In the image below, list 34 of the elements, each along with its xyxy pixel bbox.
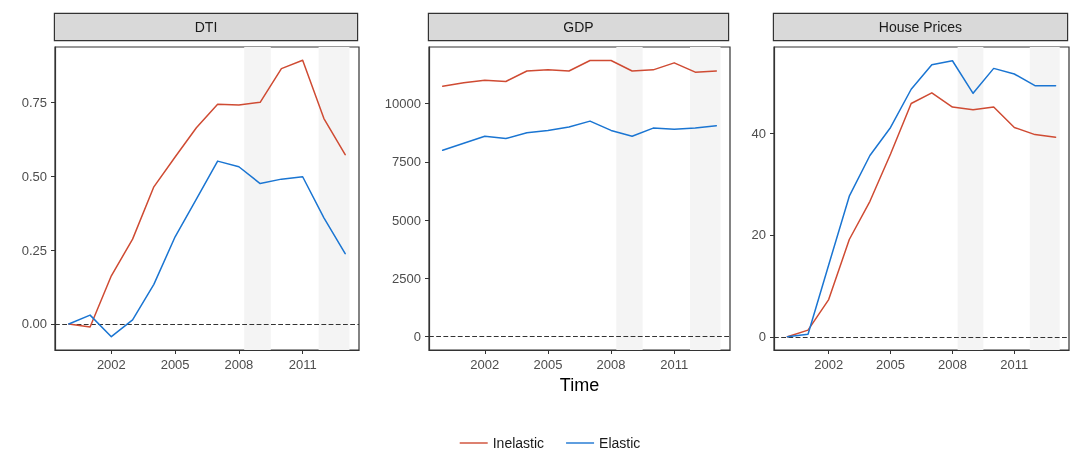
y-tick-label: 0.75 (21, 94, 47, 110)
y-tick-label: 20 (751, 227, 766, 243)
y-tick-label: 7500 (392, 154, 421, 170)
y-tick-label: 2500 (392, 270, 421, 286)
x-tick-label: 2008 (937, 357, 967, 372)
chart-title: House Prices (878, 19, 963, 35)
x-tick-label: 2008 (224, 357, 254, 372)
legend-label: Inelastic (492, 435, 545, 451)
x-tick-label: 2011 (1000, 357, 1029, 372)
y-tick-label: 0 (413, 329, 421, 345)
x-tick-label: 2002 (470, 357, 500, 372)
x-tick-label: 2005 (160, 357, 190, 372)
line-series (441, 120, 718, 151)
x-tick-label: 2005 (876, 357, 906, 372)
x-tick-label: 2002 (814, 357, 844, 372)
x-tick-label: 2011 (660, 357, 689, 372)
y-tick-label: 5000 (392, 212, 421, 228)
x-tick-label: 2002 (96, 357, 126, 372)
y-tick-label: 0.00 (21, 316, 47, 332)
chart-title: DTI (194, 19, 218, 35)
line-series (68, 59, 346, 328)
y-tick-label: 0.25 (21, 242, 47, 258)
line-series (441, 59, 718, 87)
legend-label: Elastic (599, 435, 641, 451)
x-tick-label: 2008 (596, 357, 626, 372)
x-tick-label: 2011 (288, 357, 317, 372)
x-tick-label: 2005 (533, 357, 563, 372)
y-tick-label: 40 (751, 125, 766, 141)
line-series (68, 160, 346, 338)
y-tick-label: 10000 (384, 96, 421, 112)
x-axis-title: Time (559, 375, 600, 395)
chart-title: GDP (563, 19, 594, 35)
y-tick-label: 0 (758, 329, 766, 345)
y-tick-label: 0.50 (21, 168, 47, 184)
